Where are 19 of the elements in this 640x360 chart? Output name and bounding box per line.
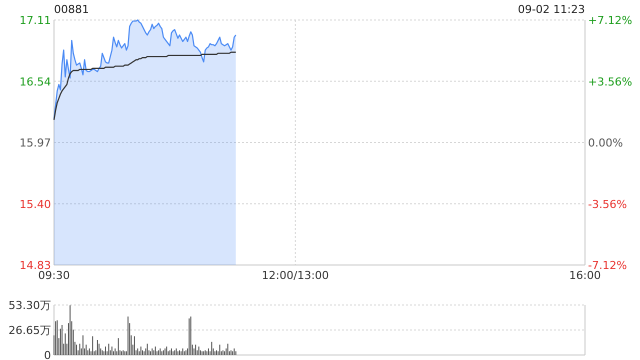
x-tick-label: 16:00 (569, 269, 601, 282)
y-tick-label: 14.83 (20, 259, 51, 272)
y2-tick-label: -7.12% (588, 259, 627, 272)
y-tick-label: 17.11 (20, 14, 51, 27)
y2-tick-label: -3.56% (588, 198, 627, 211)
y-tick-label: 15.40 (20, 198, 51, 211)
line-series (53, 52, 236, 121)
y2-tick-label: +7.12% (588, 14, 632, 27)
y-tick-label: 15.97 (20, 136, 51, 150)
y-tick-label: 53.30万 (8, 299, 51, 312)
x-tick-label: 09:30 (38, 269, 70, 282)
y2-tick-label: 0.00% (588, 136, 623, 150)
y2-tick-label: +3.56% (588, 75, 632, 88)
y-tick-label: 26.65万 (8, 324, 51, 337)
y-tick-label: 16.54 (20, 75, 51, 88)
y-tick-label: 0 (44, 349, 51, 360)
chart-subtitle: 09-02 11:23 (518, 3, 585, 16)
x-tick-label: 12:00/13:00 (262, 269, 329, 282)
chart-title: 00881 (54, 3, 89, 16)
